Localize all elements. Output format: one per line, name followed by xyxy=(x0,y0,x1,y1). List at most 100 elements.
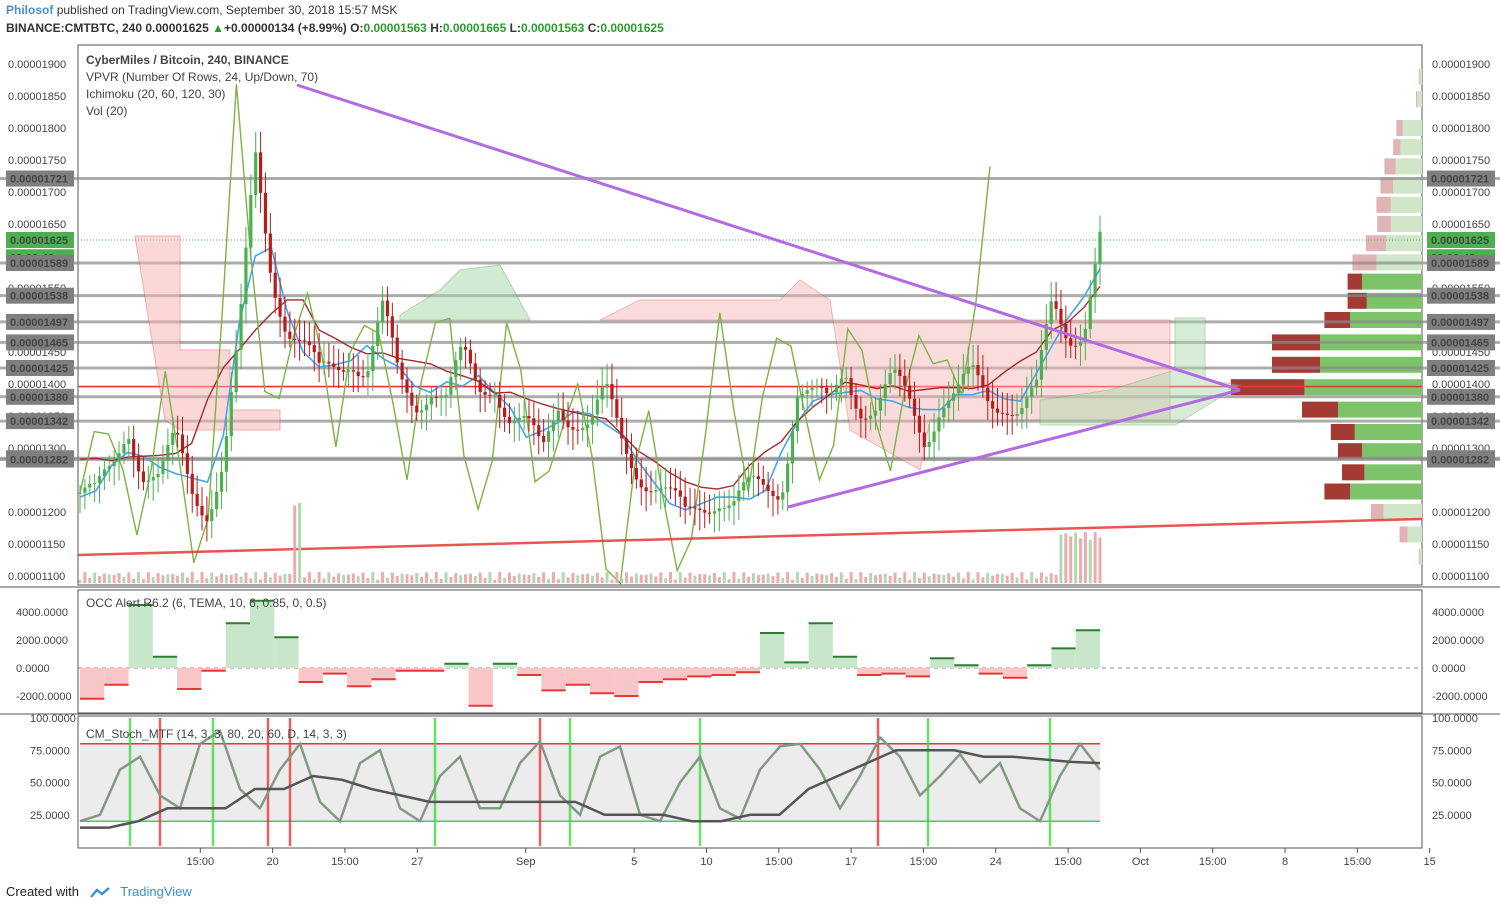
volume-bar xyxy=(229,574,233,583)
volume-bar xyxy=(288,574,292,583)
candle-body xyxy=(873,410,878,416)
volume-bar xyxy=(722,572,726,583)
candle-body xyxy=(615,399,619,418)
candle-body xyxy=(781,492,785,500)
candle-body xyxy=(581,428,585,431)
volume-bar xyxy=(517,573,521,583)
candle-body xyxy=(83,487,87,493)
candle-body xyxy=(649,491,653,493)
time-tick-label: 24 xyxy=(990,856,1002,868)
volume-bar xyxy=(312,579,316,583)
volume-bar xyxy=(903,572,907,583)
volume-bar xyxy=(127,572,131,583)
time-tick-label: 27 xyxy=(411,856,423,868)
price-badge-left xyxy=(6,451,74,468)
volume-bar xyxy=(78,580,82,583)
candle-body xyxy=(878,398,882,411)
candle-body xyxy=(800,393,804,397)
candle-body xyxy=(1039,349,1044,380)
volume-bar xyxy=(927,576,931,583)
volume-bar xyxy=(791,579,795,583)
candle-body xyxy=(405,379,409,393)
legend-vpvr[interactable]: VPVR (Number Of Rows, 24, Up/Down, 70) xyxy=(86,70,318,84)
volume-bar xyxy=(1088,539,1092,583)
volume-bar xyxy=(278,575,282,583)
volume-bar xyxy=(429,579,433,583)
tradingview-link[interactable]: TradingView xyxy=(120,884,192,899)
price-badge-text: 0.00001465 xyxy=(10,337,68,349)
legend-title[interactable]: CyberMiles / Bitcoin, 240, BINANCE xyxy=(86,53,289,67)
candle-body xyxy=(844,378,848,380)
legend-occ[interactable]: OCC Alert R6.2 (6, TEMA, 10, 6, 0.85, 0,… xyxy=(86,596,327,610)
volume-bar xyxy=(483,577,487,583)
price-badge-text: 0.00001282 xyxy=(1431,455,1489,467)
candle-body xyxy=(195,493,199,506)
time-tick-label: 15:00 xyxy=(1344,856,1372,868)
volume-bar xyxy=(600,577,604,583)
price-badge-text: 0.00001425 xyxy=(1431,363,1489,375)
candlesticks xyxy=(78,131,1102,542)
occ-tick-right: -2000.0000 xyxy=(1432,691,1488,703)
volume-bar xyxy=(991,575,995,583)
volume-bar xyxy=(1020,572,1024,583)
occ-area xyxy=(784,662,809,668)
volume-bar xyxy=(376,579,380,583)
candle-body xyxy=(239,303,243,351)
tenkan-line xyxy=(79,246,1101,511)
price-badge-left xyxy=(6,413,74,430)
volume-bar xyxy=(259,579,263,583)
vpvr-up-bar xyxy=(1390,216,1422,232)
volume-bar xyxy=(1054,574,1058,583)
candle-body xyxy=(903,375,907,386)
time-tick-label: 15:00 xyxy=(910,856,938,868)
candle-body xyxy=(576,429,580,431)
candle-body xyxy=(156,473,160,478)
legend-ichimoku[interactable]: Ichimoku (20, 60, 120, 30) xyxy=(86,87,225,101)
candle-body xyxy=(722,508,726,510)
time-tick-label: 15:00 xyxy=(765,856,793,868)
volume-bar xyxy=(771,576,775,583)
candle-body xyxy=(151,477,155,481)
candle-body xyxy=(337,366,341,371)
volume-bar xyxy=(610,579,614,583)
author-name[interactable]: Philosof xyxy=(6,3,54,17)
candle-body xyxy=(1010,415,1014,417)
occ-tick-left: 2000.0000 xyxy=(16,635,68,647)
price-tick-right: 0.00001200 xyxy=(1432,507,1490,519)
volume-bar xyxy=(298,502,302,583)
price-badge-right xyxy=(1427,287,1495,304)
candle-body xyxy=(859,408,863,419)
legend-vol[interactable]: Vol (20) xyxy=(86,104,127,118)
time-tick-label: 15:00 xyxy=(1054,856,1082,868)
volume-bar xyxy=(205,578,209,583)
time-tick-label: 20 xyxy=(267,856,279,868)
chart-canvas[interactable]: 0.00001900 0.00001900 0.00001850 0.00001850… xyxy=(0,0,1500,880)
price-badge-right xyxy=(1427,413,1495,430)
candle-body xyxy=(917,415,922,433)
candle-body xyxy=(571,427,575,430)
volume-bar xyxy=(307,572,311,583)
candle-body xyxy=(961,373,965,385)
candle-body xyxy=(288,331,292,339)
volume-bar xyxy=(976,572,980,583)
volume-bar xyxy=(839,572,843,583)
volume-bar xyxy=(756,574,760,583)
volume-bar xyxy=(395,575,399,583)
candle-body xyxy=(224,436,229,472)
publish-text: published on TradingView.com, September … xyxy=(56,3,398,17)
legend-stoch[interactable]: CM_Stoch_MTF (14, 3, 3, 80, 20, 60, D, 1… xyxy=(86,727,347,741)
volume-bar xyxy=(112,575,116,583)
candle-body xyxy=(473,363,477,380)
candle-body xyxy=(1020,408,1024,415)
volume-bar xyxy=(810,575,814,583)
price-tick-right: 0.00001150 xyxy=(1432,539,1489,551)
price-badge-text: 0.00001721 xyxy=(10,174,68,186)
lagging-span xyxy=(79,84,991,585)
candle-body xyxy=(278,297,282,317)
candle-body xyxy=(1025,396,1029,409)
volume-bar xyxy=(996,574,1000,583)
volume-bar xyxy=(488,572,492,583)
candle-body xyxy=(273,272,277,298)
vpvr-down-bar xyxy=(1342,464,1365,481)
candle-body xyxy=(127,439,131,444)
